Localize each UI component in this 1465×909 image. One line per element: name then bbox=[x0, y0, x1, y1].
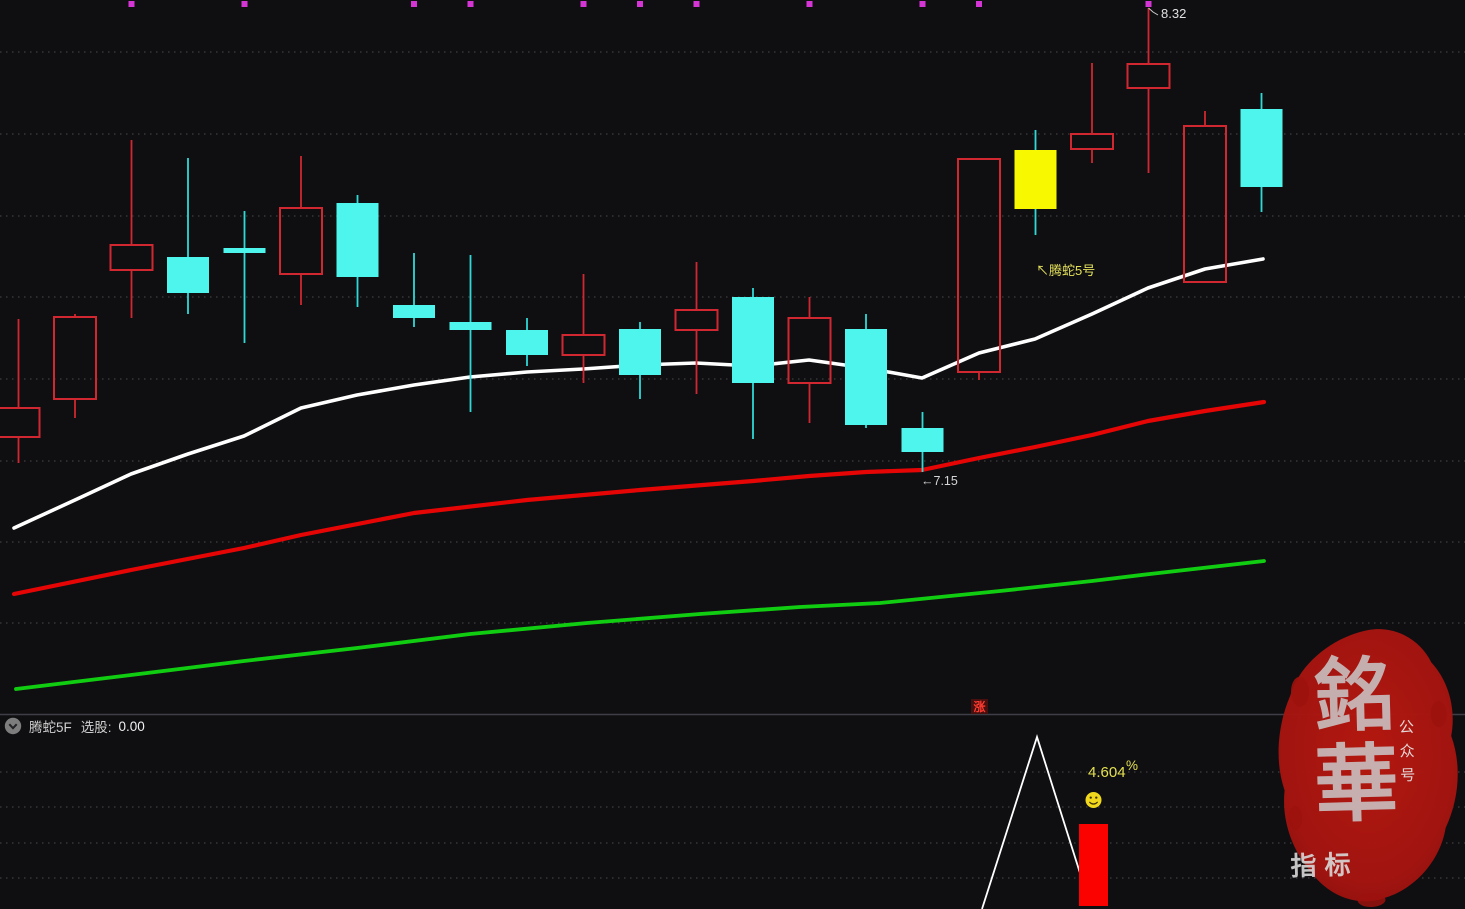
ma-line-green bbox=[14, 559, 1266, 691]
top-signal-marker bbox=[128, 1, 135, 7]
candlestick-up bbox=[1126, 63, 1171, 89]
top-signal-marker bbox=[467, 1, 474, 7]
seal-bottom-text: 指标 bbox=[1290, 849, 1359, 882]
candlestick-up bbox=[674, 309, 719, 331]
indicator-title: 腾蛇5F bbox=[29, 720, 72, 735]
smiley-icon bbox=[1085, 792, 1102, 808]
candlestick-up bbox=[1183, 125, 1227, 283]
indicator-field-value: 0.00 bbox=[118, 718, 145, 734]
candlestick-signal-highlight bbox=[1014, 150, 1057, 209]
top-signal-marker bbox=[693, 1, 700, 7]
indicator-panel-header: 腾蛇5F 选股: 0.00 bbox=[4, 716, 145, 736]
rise-badge bbox=[971, 699, 988, 714]
top-signal-marker bbox=[241, 1, 248, 7]
candlestick-down bbox=[506, 330, 548, 355]
top-signal-marker bbox=[806, 1, 813, 7]
rise-badge-text: 涨 bbox=[973, 699, 985, 714]
candlestick-down bbox=[449, 322, 492, 330]
seal-blob bbox=[1278, 629, 1458, 907]
candlestick-down bbox=[732, 297, 774, 383]
candlestick-down bbox=[336, 203, 379, 277]
candlestick-up bbox=[1070, 133, 1114, 150]
top-signal-marker bbox=[637, 1, 643, 7]
ma-line-red bbox=[11, 399, 1267, 597]
sub-indicator-zigzag bbox=[981, 734, 1081, 909]
label-leader-line bbox=[1148, 7, 1159, 16]
seal-side-text: 公众号 bbox=[1396, 718, 1416, 792]
price-annotation: ↖腾蛇5号 bbox=[1036, 263, 1095, 278]
price-annotation: 8.32 bbox=[1161, 6, 1186, 21]
candlestick-up bbox=[53, 316, 97, 400]
candlestick-down bbox=[223, 248, 266, 253]
seal-character-top: 銘 bbox=[1312, 650, 1396, 742]
candlestick-up bbox=[561, 334, 606, 356]
sub-indicator-unit: % bbox=[1126, 758, 1138, 773]
seal-watermark: 銘 華 公众号 指标 bbox=[1268, 624, 1465, 909]
candlestick-up bbox=[109, 244, 154, 271]
price-annotation: ←7.15 bbox=[921, 474, 958, 488]
ma-line-white bbox=[12, 257, 1265, 530]
top-signal-marker bbox=[411, 1, 417, 7]
sub-indicator-bar bbox=[1079, 824, 1108, 906]
top-signal-marker bbox=[919, 1, 926, 7]
top-signal-marker bbox=[580, 1, 587, 7]
indicator-field-label: 选股: bbox=[80, 720, 112, 735]
top-signal-marker bbox=[1145, 1, 1152, 7]
candlestick-down bbox=[393, 305, 435, 318]
sub-indicator-value: 4.604 bbox=[1088, 764, 1126, 781]
candlestick-down bbox=[167, 257, 209, 293]
candlestick-down bbox=[619, 329, 661, 375]
candlestick-up bbox=[957, 158, 1001, 373]
candlestick-down bbox=[901, 428, 944, 452]
candlestick-down bbox=[845, 329, 887, 425]
seal-character-bottom: 華 bbox=[1313, 736, 1400, 833]
top-signal-marker bbox=[976, 1, 982, 7]
candlestick-up bbox=[279, 207, 323, 275]
candlestick-up bbox=[0, 407, 41, 438]
chevron-down-circle-icon[interactable] bbox=[4, 717, 22, 735]
candlestick-up bbox=[787, 317, 832, 384]
candlestick-down bbox=[1240, 109, 1283, 187]
